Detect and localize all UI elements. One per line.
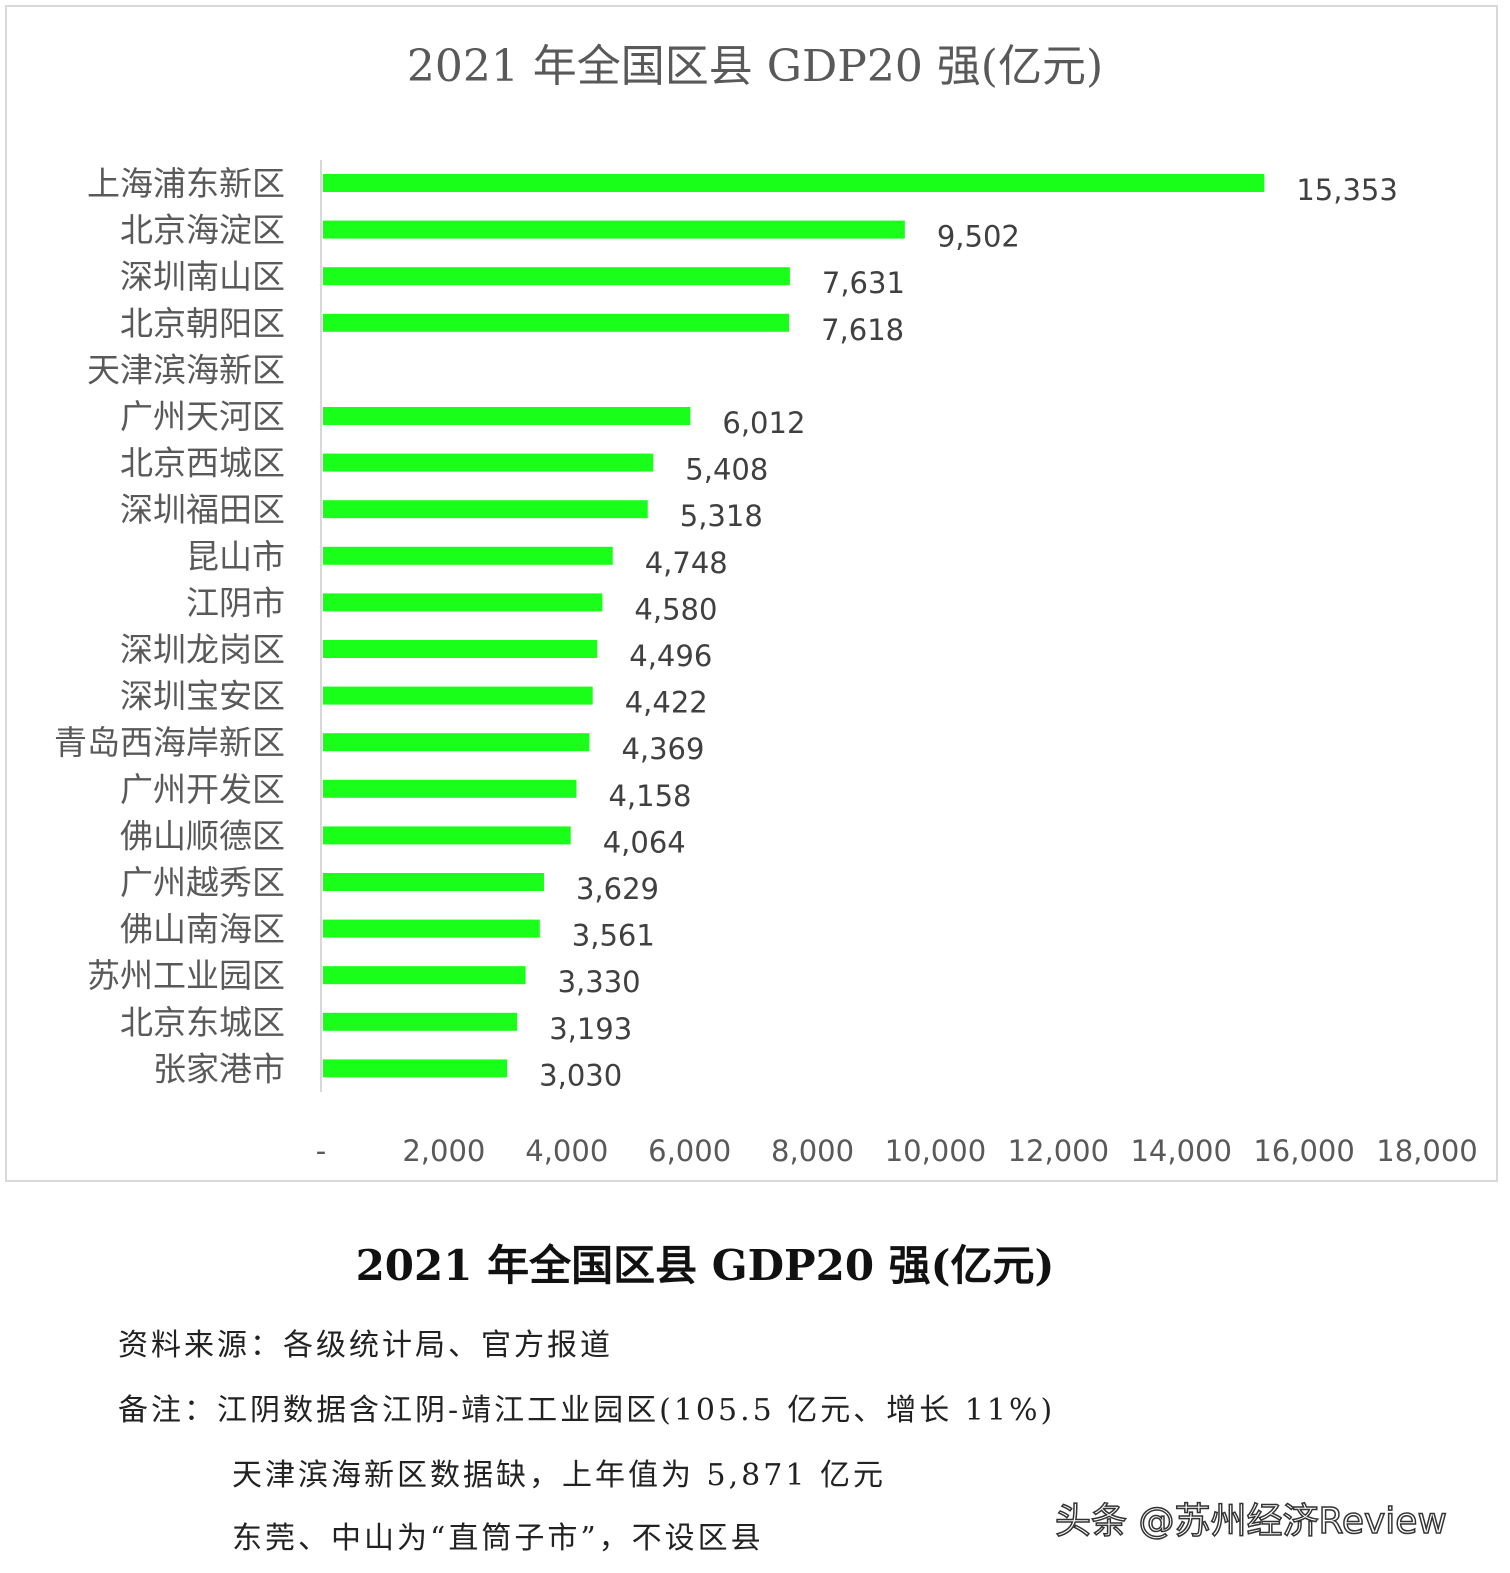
chart-frame: [5, 5, 1498, 1182]
bar: [323, 546, 613, 565]
category-label: 北京海淀区: [120, 211, 285, 250]
x-tick-label: 4,000: [525, 1134, 608, 1168]
bar: [323, 313, 790, 332]
x-tick-label: 2,000: [402, 1134, 485, 1168]
category-label: 苏州工业园区: [87, 956, 285, 995]
data-label: 4,064: [603, 825, 686, 859]
data-label: 7,618: [821, 313, 904, 347]
category-label: 北京西城区: [120, 444, 285, 483]
data-label: 4,422: [625, 686, 708, 720]
bar: [323, 919, 540, 938]
category-label: 北京东城区: [120, 1003, 285, 1042]
category-label: 深圳南山区: [120, 257, 285, 296]
category-label: 深圳宝安区: [120, 677, 285, 716]
category-label: 张家港市: [153, 1049, 285, 1088]
data-label: 3,629: [576, 872, 659, 906]
bar: [323, 220, 905, 239]
data-label: 5,318: [680, 499, 763, 533]
bar: [323, 267, 790, 286]
category-label: 佛山南海区: [120, 910, 285, 949]
category-label: 青岛西海岸新区: [54, 723, 285, 762]
remark-1: 备注：江阴数据含江阴-靖江工业园区(105.5 亿元、增长 11%): [118, 1393, 1056, 1428]
data-label: 4,496: [629, 639, 712, 673]
category-label: 昆山市: [186, 537, 285, 576]
x-tick-label: 6,000: [648, 1134, 731, 1168]
bar: [323, 593, 603, 612]
data-label: 4,369: [621, 732, 704, 766]
data-label: 3,561: [572, 919, 655, 953]
bar: [323, 966, 526, 985]
bar: [323, 1012, 518, 1031]
bar: [323, 640, 598, 658]
bar: [323, 1059, 508, 1078]
category-label: 江阴市: [186, 583, 285, 622]
category-label: 广州开发区: [120, 770, 285, 809]
category-label: 佛山顺德区: [120, 816, 285, 855]
bar: [323, 826, 571, 845]
data-label: 7,631: [822, 266, 905, 300]
bar: [323, 500, 648, 519]
x-tick-label: 10,000: [885, 1134, 986, 1168]
data-label: 15,353: [1296, 173, 1397, 207]
category-label: 深圳龙岗区: [120, 630, 285, 669]
data-label: 3,030: [539, 1058, 622, 1092]
data-label: 6,012: [722, 406, 805, 440]
bar: [323, 453, 654, 472]
source-note: 资料来源：各级统计局、官方报道: [118, 1328, 613, 1363]
caption-title: 2021 年全国区县 GDP20 强(亿元): [355, 1241, 1055, 1290]
category-label: 广州天河区: [120, 397, 285, 436]
bar: [323, 174, 1265, 192]
remark-2: 天津滨海新区数据缺，上年值为 5,871 亿元: [232, 1458, 886, 1493]
data-label: 3,193: [549, 1012, 632, 1046]
remark-3: 东莞、中山为“直筒子市”，不设区县: [232, 1521, 764, 1556]
x-tick-label: -: [316, 1134, 326, 1168]
data-label: 4,748: [645, 546, 728, 580]
watermark: 头条 @苏州经济Review: [1054, 1500, 1447, 1543]
data-label: 3,330: [558, 965, 641, 999]
bar: [323, 779, 577, 798]
category-label: 天津滨海新区: [87, 350, 285, 389]
x-tick-label: 8,000: [771, 1134, 854, 1168]
bar: [323, 733, 590, 752]
data-label: 5,408: [685, 453, 768, 487]
bar: [323, 873, 544, 891]
x-tick-label: 18,000: [1376, 1134, 1477, 1168]
category-label: 广州越秀区: [120, 863, 285, 902]
bar: [323, 686, 593, 705]
data-label: 4,580: [634, 592, 717, 626]
category-label: 北京朝阳区: [120, 304, 285, 343]
x-tick-label: 14,000: [1130, 1134, 1231, 1168]
chart-title: 2021 年全国区县 GDP20 强(亿元): [406, 41, 1104, 92]
bar-chart: 上海浦东新区 15,353 北京海淀区 9,502 深圳南山区 7,631 北京朝阳区 7,6…: [54, 160, 1478, 1168]
category-label: 深圳福田区: [120, 490, 285, 529]
data-label: 4,158: [608, 779, 691, 813]
x-tick-label: 16,000: [1253, 1134, 1354, 1168]
bar: [323, 407, 691, 425]
category-label: 上海浦东新区: [87, 164, 285, 203]
x-tick-label: 12,000: [1008, 1134, 1109, 1168]
data-label: 9,502: [937, 220, 1020, 254]
